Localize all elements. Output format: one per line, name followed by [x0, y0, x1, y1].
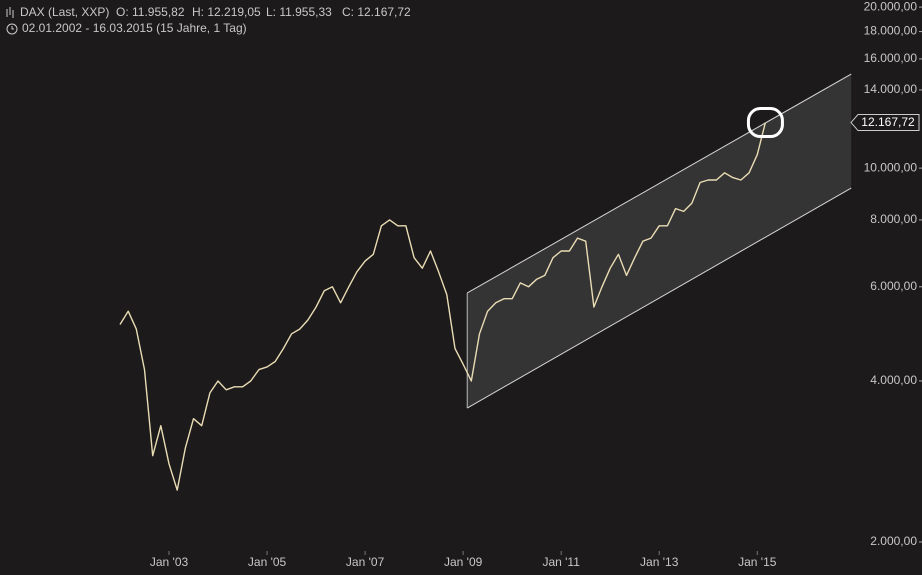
x-tick-label: Jan '15: [738, 555, 777, 569]
x-tick-label: Jan '11: [542, 555, 580, 569]
last-value-box: [850, 114, 920, 132]
x-tick-label: Jan '09: [444, 555, 483, 569]
clock-icon: [6, 23, 18, 35]
x-tick-label: Jan '07: [346, 555, 385, 569]
highlight-circle: [746, 107, 784, 139]
open-value: O: 11.955,82: [116, 5, 185, 19]
close-value: C: 12.167,72: [342, 5, 411, 19]
y-tick-label: 14.000,00: [864, 82, 918, 96]
y-tick-label: 10.000,00: [864, 160, 918, 174]
y-tick-label: 2.000,00: [870, 534, 917, 548]
channel-upper: [466, 73, 852, 294]
x-tick-label: Jan '05: [248, 555, 287, 569]
bars-icon: [6, 7, 14, 18]
chart-subtitle: 02.01.2002 - 16.03.2015 (15 Jahre, 1 Tag…: [22, 21, 247, 35]
y-tick-label: 18.000,00: [864, 24, 918, 38]
y-tick-label: 20.000,00: [864, 0, 918, 13]
y-tick-label: 8.000,00: [870, 212, 917, 226]
y-tick-label: 4.000,00: [870, 373, 917, 387]
price-line: [119, 122, 767, 491]
chart-title: DAX (Last, XXP): [20, 5, 109, 19]
channel-lower: [466, 187, 852, 409]
y-tick-label: 16.000,00: [864, 51, 918, 65]
last-value-label: 12.167,72: [861, 115, 915, 129]
high-value: H: 12.219,05: [192, 5, 261, 19]
x-tick-label: Jan '13: [640, 555, 679, 569]
x-tick-label: Jan '03: [150, 555, 189, 569]
y-tick-label: 6.000,00: [870, 279, 917, 293]
low-value: L: 11.955,33: [266, 5, 332, 19]
